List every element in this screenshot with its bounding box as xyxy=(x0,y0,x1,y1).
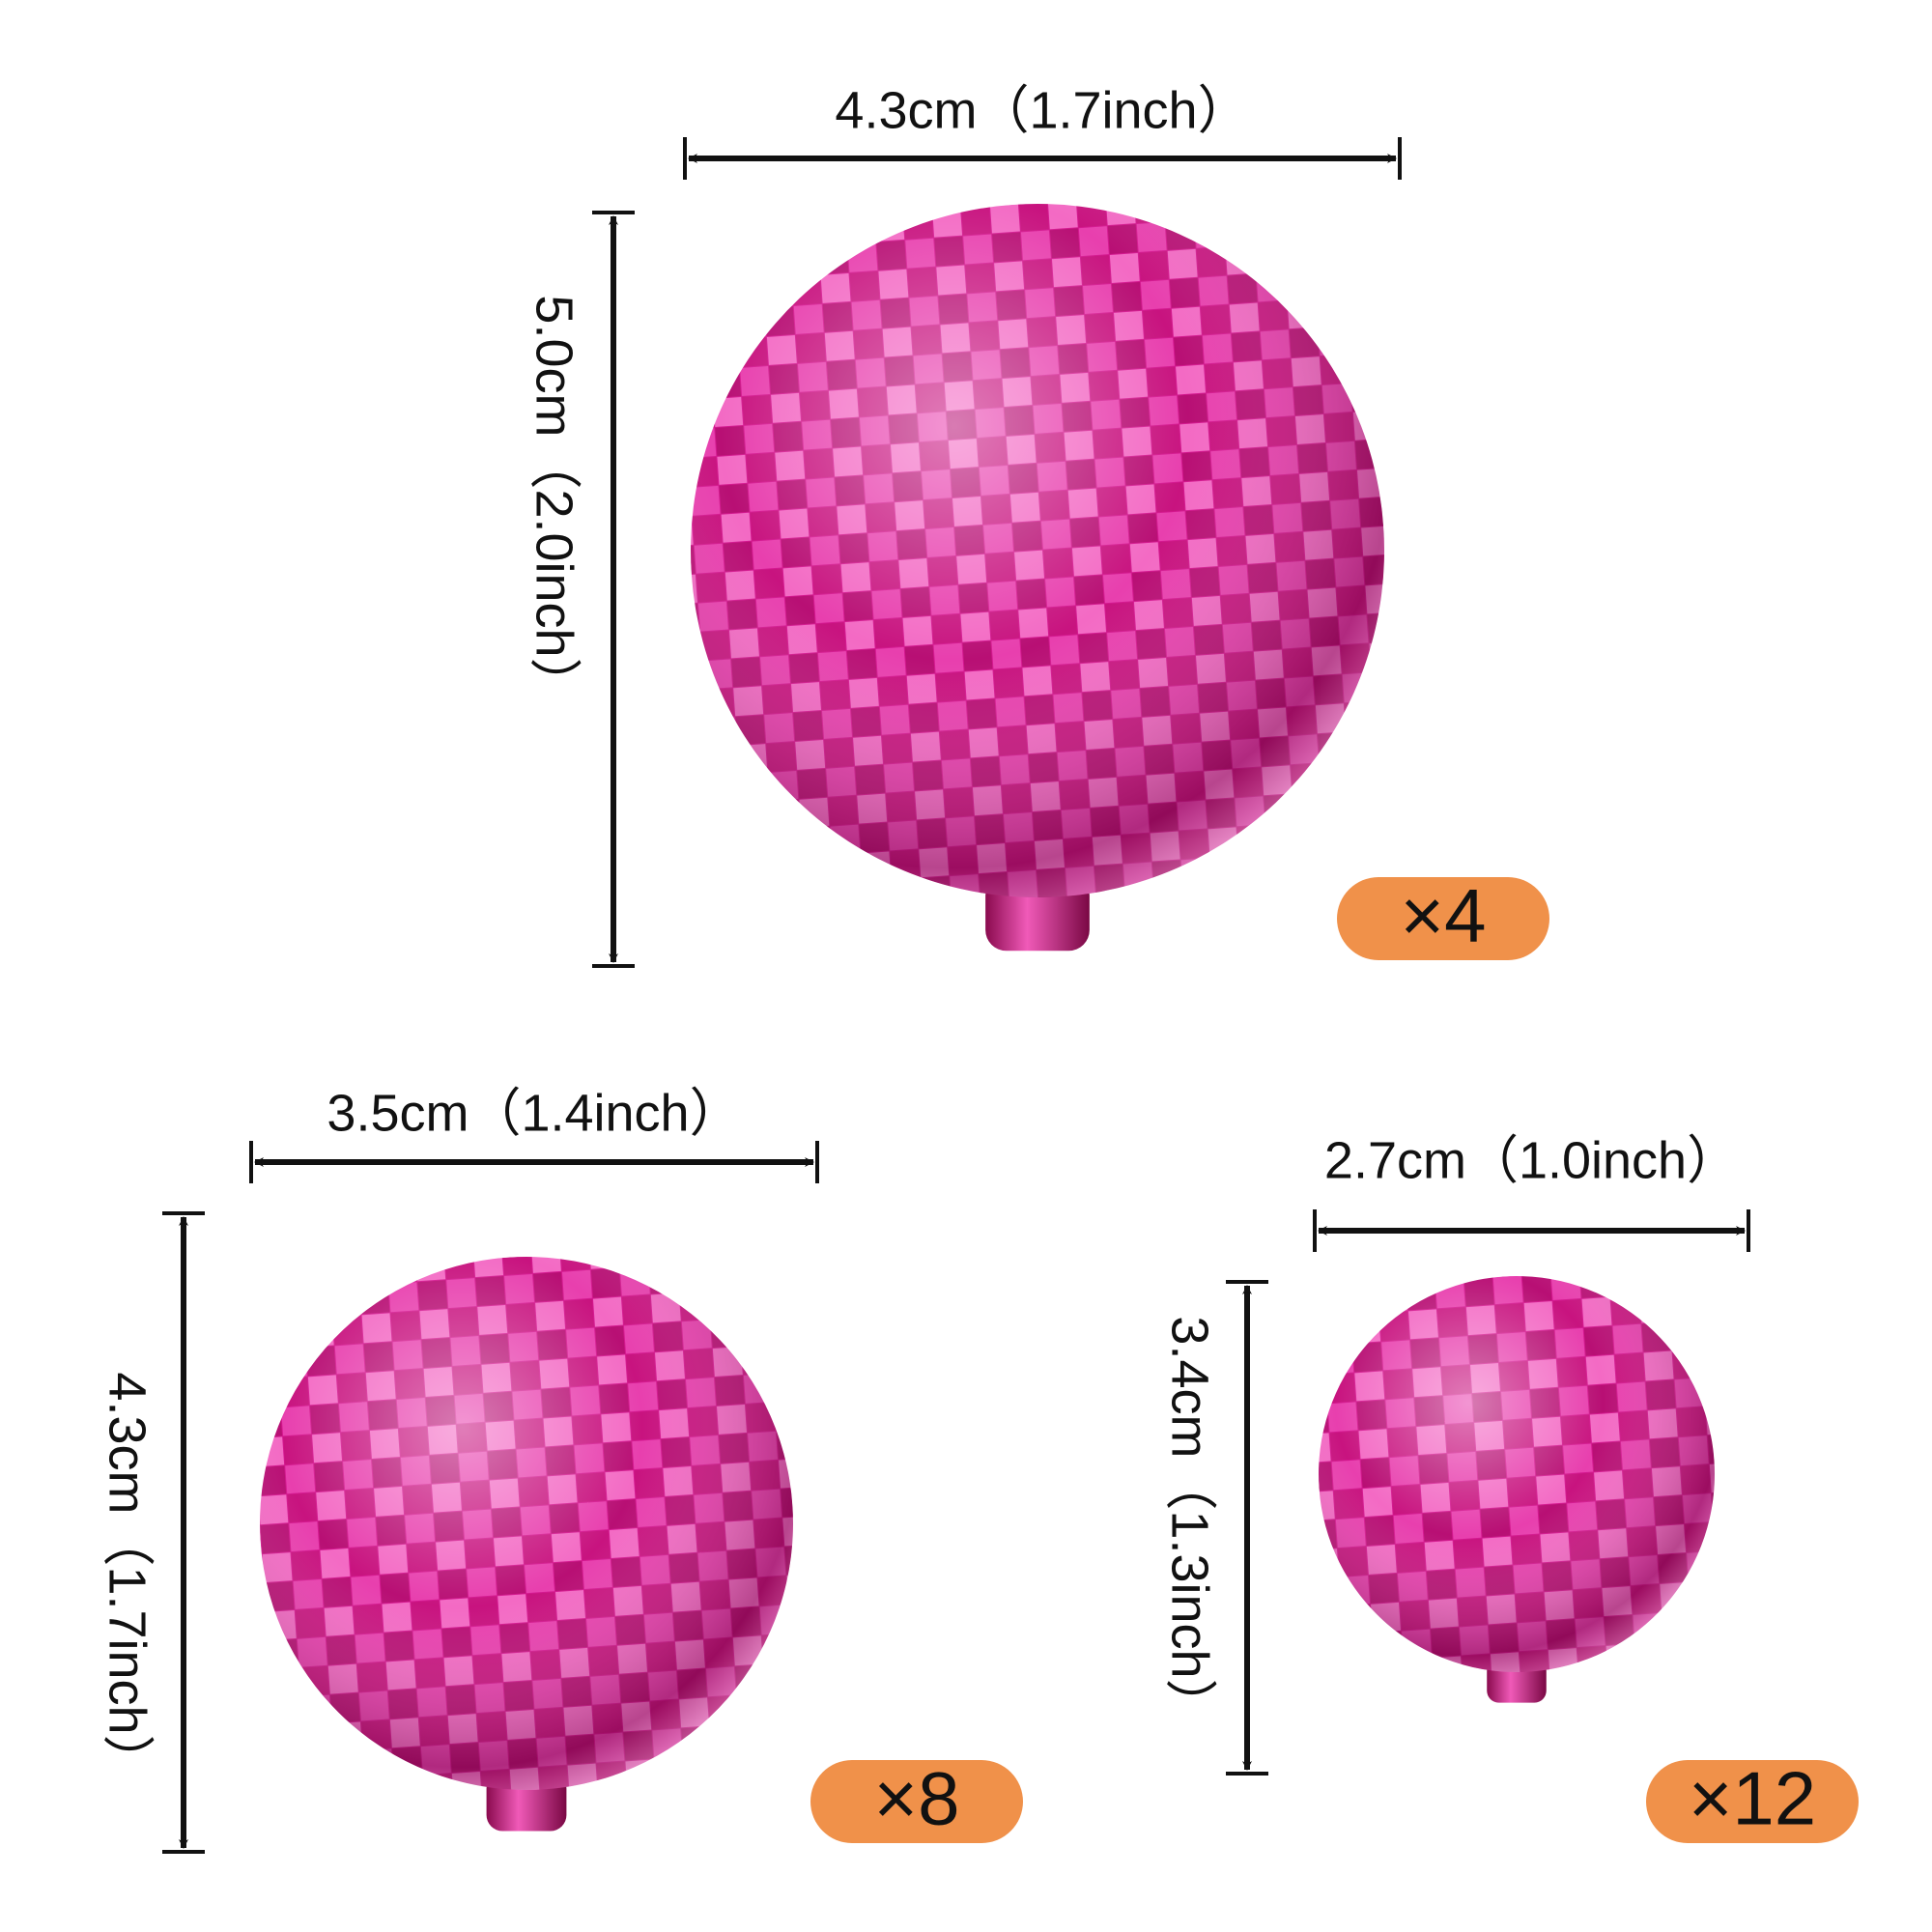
quantity-label: ×4 xyxy=(1401,873,1487,958)
height-label: 5.0cm（2.0inch） xyxy=(526,295,583,709)
quantity-badge xyxy=(1646,1760,1859,1843)
ball-shade xyxy=(260,1257,793,1790)
product-item: 2.7cm（1.0inch） 3.4cm（1.3inch） ×12 xyxy=(1161,1131,1859,1843)
quantity-badge xyxy=(810,1760,1023,1843)
width-label: 2.7cm（1.0inch） xyxy=(1324,1131,1739,1189)
quantity-label: ×8 xyxy=(874,1756,960,1841)
width-label: 3.5cm（1.4inch） xyxy=(327,1084,741,1142)
product-item: 3.5cm（1.4inch） 4.3cm（1.7inch） ×8 xyxy=(99,1084,1023,1854)
ball-shade xyxy=(1319,1276,1715,1672)
height-label: 3.4cm（1.3inch） xyxy=(1161,1316,1219,1730)
height-label: 4.3cm（1.7inch） xyxy=(99,1372,156,1786)
quantity-label: ×12 xyxy=(1689,1756,1816,1841)
width-label: 4.3cm（1.7inch） xyxy=(835,81,1249,139)
product-item: 4.3cm（1.7inch） 5.0cm（2.0inch） ×4 xyxy=(526,81,1549,968)
quantity-badge xyxy=(1337,877,1549,960)
ball-shade xyxy=(691,204,1384,897)
